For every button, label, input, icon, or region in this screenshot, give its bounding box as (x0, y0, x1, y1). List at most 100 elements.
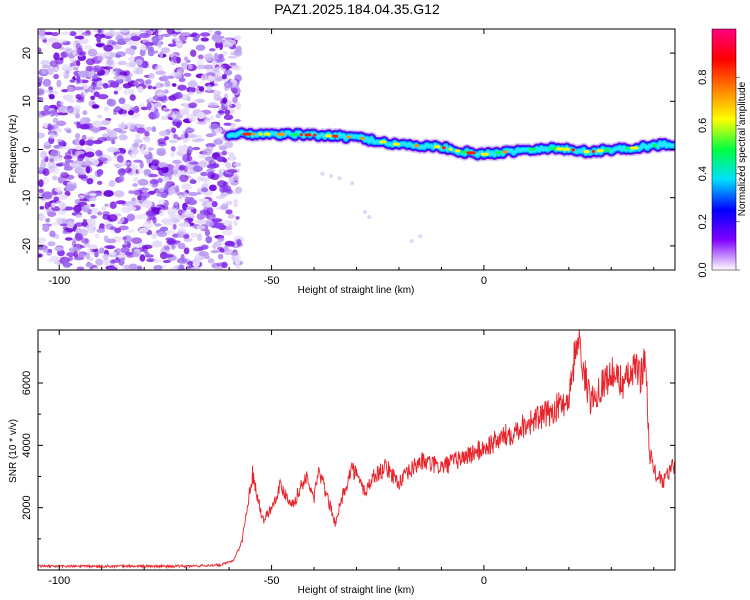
noise-speckle (196, 59, 205, 67)
noise-speckle (87, 48, 98, 57)
noise-speckle (139, 161, 144, 169)
noise-speckle (44, 42, 51, 46)
noise-speckle (87, 136, 95, 140)
ridge-hotspot (360, 137, 365, 140)
noise-speckle (187, 191, 199, 197)
ridge-hotspot (495, 151, 502, 155)
noise-speckle (136, 265, 143, 270)
noise-speckle (96, 55, 104, 61)
ridge-hotspot (299, 133, 303, 137)
noise-speckle (60, 31, 71, 35)
noise-speckle (66, 252, 76, 257)
noise-speckle (38, 253, 43, 258)
noise-speckle (151, 126, 157, 133)
noise-speckle (81, 221, 88, 227)
noise-speckle (153, 264, 163, 270)
noise-speckle (174, 91, 183, 100)
noise-speckle (133, 176, 139, 183)
noise-speckle (204, 228, 210, 237)
noise-speckle (62, 94, 73, 101)
noise-speckle (176, 231, 185, 238)
noise-speckle (160, 226, 169, 232)
noise-speckle (80, 117, 90, 125)
noise-speckle (38, 215, 46, 220)
noise-speckle (187, 91, 194, 96)
noise-speckle (93, 68, 101, 72)
noise-speckle (145, 126, 153, 131)
noise-speckle (192, 261, 200, 267)
noise-speckle (152, 258, 161, 264)
noise-speckle (69, 31, 77, 37)
noise-speckle (181, 183, 191, 190)
noise-speckle (56, 79, 62, 88)
noise-speckle (46, 208, 52, 214)
noise-speckle (163, 245, 170, 251)
noise-speckle (38, 179, 44, 188)
noise-speckle (85, 252, 91, 260)
noise-speckle (210, 123, 219, 129)
noise-speckle (217, 57, 225, 63)
noise-speckle (75, 214, 82, 218)
colorbar-tick-label: 0.8 (697, 70, 709, 85)
noise-speckle (92, 140, 103, 145)
ridge-hotspot (304, 133, 312, 137)
noise-speckle (179, 77, 186, 82)
noise-speckle (96, 228, 106, 233)
noise-speckle (214, 66, 222, 71)
noise-speckle (106, 98, 117, 107)
noise-speckle (42, 224, 50, 232)
noise-speckle (185, 206, 195, 210)
noise-speckle (197, 111, 206, 119)
noise-speckle (172, 159, 182, 165)
ridge-hotspot (528, 147, 537, 151)
noise-speckle (61, 89, 69, 93)
noise-speckle (130, 148, 140, 154)
noise-speckle (177, 215, 185, 220)
noise-speckle (184, 56, 188, 62)
noise-speckle (164, 221, 175, 226)
noise-speckle (177, 42, 183, 47)
noise-speckle (178, 147, 186, 155)
noise-speckle (211, 33, 220, 42)
noise-speckle (161, 33, 172, 37)
spectrogram-y-axis-label: Frequency (Hz) (8, 115, 19, 184)
noise-speckle (78, 168, 87, 175)
noise-speckle (127, 110, 135, 116)
noise-speckle (141, 60, 149, 69)
noise-speckle (53, 196, 60, 202)
noise-speckle (78, 194, 85, 199)
noise-speckle (139, 48, 146, 57)
noise-speckle (222, 158, 228, 163)
noise-speckle (211, 218, 223, 223)
noise-speckle (38, 29, 47, 37)
stray-point (337, 176, 342, 181)
noise-speckle (196, 225, 206, 230)
noise-speckle (197, 233, 203, 241)
noise-speckle (46, 249, 53, 256)
noise-speckle (113, 90, 119, 95)
noise-speckle (160, 115, 169, 121)
noise-speckle (167, 43, 177, 47)
noise-speckle (166, 230, 172, 235)
noise-speckle (232, 87, 238, 94)
noise-speckle (136, 127, 146, 134)
noise-speckle (60, 172, 70, 179)
noise-speckle (76, 266, 85, 270)
noise-speckle (154, 102, 163, 108)
noise-speckle (189, 33, 197, 38)
noise-speckle (42, 191, 53, 196)
noise-speckle (133, 159, 143, 163)
ridge-hotspot (603, 148, 611, 152)
noise-speckle (211, 201, 218, 208)
noise-speckle (122, 244, 128, 248)
noise-speckle (48, 132, 56, 139)
noise-speckle (133, 105, 140, 114)
noise-speckle (119, 71, 128, 76)
noise-speckle (74, 105, 81, 110)
noise-speckle (73, 204, 82, 213)
noise-speckle (47, 37, 59, 44)
noise-speckle (38, 79, 43, 85)
noise-speckle (44, 31, 53, 36)
noise-speckle (153, 50, 159, 54)
